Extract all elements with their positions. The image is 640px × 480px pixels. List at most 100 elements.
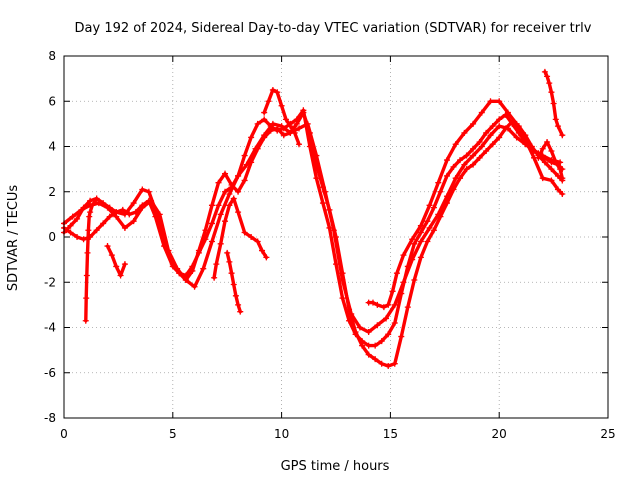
x-tick-label: 20: [492, 427, 507, 441]
x-tick-label: 25: [600, 427, 615, 441]
data-point: [282, 116, 289, 123]
data-point: [487, 98, 494, 105]
data-point: [548, 89, 555, 96]
data-point: [87, 209, 94, 216]
data-point: [83, 295, 90, 302]
data-point: [117, 272, 124, 279]
data-point: [330, 227, 337, 234]
data-point: [548, 177, 555, 184]
data-point: [304, 120, 311, 127]
data-point: [443, 157, 450, 164]
data-point: [463, 152, 470, 159]
data-point: [108, 252, 115, 259]
y-tick-label: -2: [44, 275, 56, 289]
data-point: [263, 254, 270, 261]
data-point: [74, 234, 81, 240]
data-point: [241, 177, 248, 184]
data-point: [243, 161, 250, 168]
data-point: [409, 236, 416, 243]
y-tick-label: 6: [48, 94, 56, 108]
data-point: [463, 166, 470, 173]
data-point: [496, 123, 503, 130]
data-point: [85, 227, 92, 234]
data-point: [230, 281, 237, 288]
data-point: [548, 166, 555, 173]
data-point: [296, 125, 303, 132]
data-point: [232, 292, 239, 299]
data-point: [417, 254, 424, 261]
data-point: [400, 279, 407, 286]
data-point: [83, 272, 90, 279]
data-series: [224, 249, 244, 315]
data-point: [411, 240, 418, 247]
data-series: [541, 68, 566, 139]
data-point: [322, 188, 329, 195]
data-point: [84, 249, 91, 256]
data-point: [339, 276, 346, 283]
data-point: [106, 213, 113, 220]
data-point: [67, 229, 74, 236]
data-point: [78, 206, 85, 213]
data-point: [215, 179, 222, 186]
data-point: [489, 141, 496, 148]
data-point: [535, 154, 542, 161]
data-point: [541, 68, 548, 75]
data-point: [74, 215, 81, 222]
data-point: [374, 301, 381, 308]
data-point: [208, 238, 215, 245]
series-line: [84, 199, 98, 323]
data-point: [274, 127, 281, 134]
data-point: [254, 120, 261, 127]
data-point: [552, 159, 559, 166]
data-point: [539, 145, 546, 152]
data-point: [426, 202, 433, 209]
data-point: [546, 80, 553, 87]
data-point: [550, 100, 557, 107]
data-point: [130, 200, 137, 207]
data-point: [269, 86, 276, 93]
data-point: [113, 263, 120, 270]
x-axis-label: GPS time / hours: [281, 459, 390, 474]
data-point: [437, 188, 444, 195]
data-point: [235, 188, 242, 195]
data-point: [278, 123, 285, 130]
data-point: [211, 274, 218, 281]
data-point: [385, 301, 392, 308]
data-point: [559, 175, 566, 182]
data-point: [478, 109, 485, 116]
data-point: [226, 191, 233, 198]
data-point: [230, 195, 237, 202]
data-point: [208, 202, 215, 209]
data-point: [452, 175, 459, 182]
data-point: [67, 222, 74, 229]
data-point: [496, 134, 503, 141]
data-point: [365, 329, 372, 336]
data-point: [393, 270, 400, 277]
data-point: [306, 143, 313, 150]
data-point: [235, 301, 242, 308]
data-point: [222, 170, 229, 177]
data-point: [365, 342, 372, 349]
data-point: [374, 322, 381, 329]
data-point: [559, 191, 566, 198]
data-point: [443, 172, 450, 179]
data-series: [61, 120, 564, 336]
data-point: [300, 107, 307, 114]
data-point: [261, 132, 268, 139]
data-point: [383, 315, 390, 322]
data-point: [483, 148, 490, 155]
data-point: [404, 304, 411, 311]
data-point: [385, 331, 392, 338]
data-point: [313, 152, 320, 159]
data-point: [130, 218, 137, 225]
tick-layer: 0 5 10 15 20 25 -8 -6 -4 -2 0 2 4 6 8: [44, 49, 616, 441]
data-point: [435, 211, 442, 218]
data-point: [226, 258, 233, 265]
data-point: [241, 152, 248, 159]
data-point: [222, 188, 229, 195]
data-point: [121, 224, 128, 231]
y-tick-label: 2: [48, 185, 56, 199]
data-point: [241, 229, 248, 236]
data-point: [346, 317, 353, 324]
data-point: [69, 213, 76, 220]
